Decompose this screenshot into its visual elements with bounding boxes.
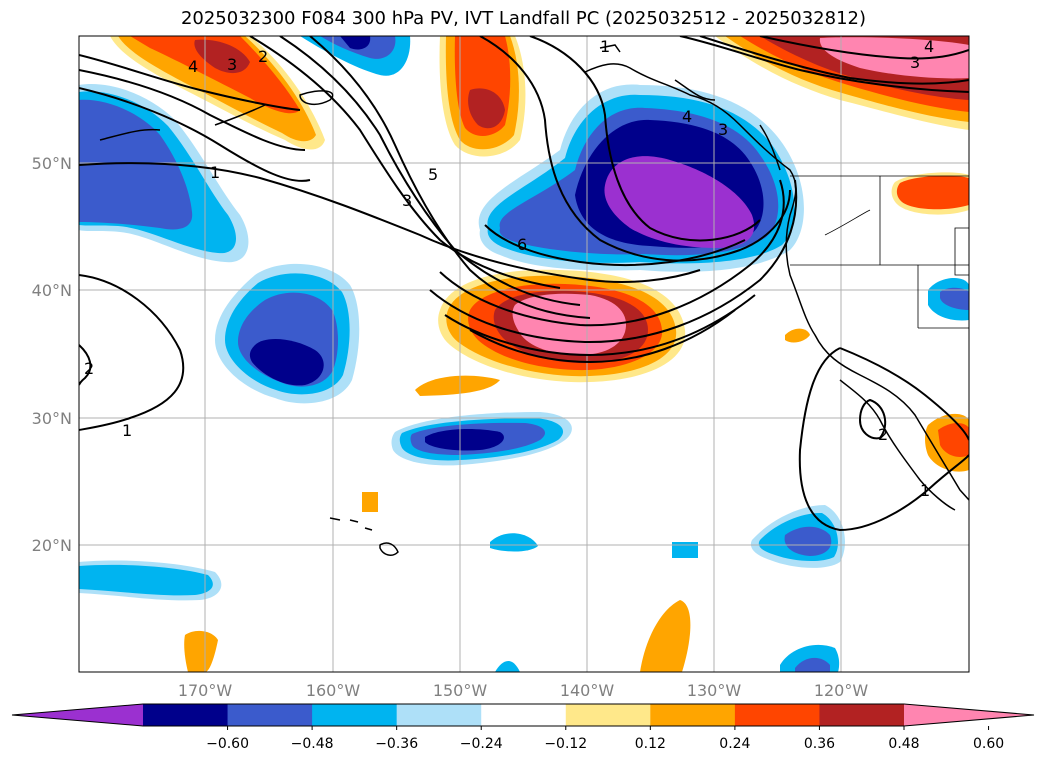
positive-pv-region-central <box>415 269 686 396</box>
contour-label: 1 <box>210 163 220 182</box>
contour-label: 3 <box>718 120 728 139</box>
colorbar-tick-label: −0.12 <box>544 736 587 752</box>
lon-label: 150°W <box>433 681 488 700</box>
pv-contours <box>79 36 969 532</box>
colorbar-segment <box>481 704 567 726</box>
lon-label: 170°W <box>178 681 233 700</box>
negative-pv-region-midpacific <box>215 263 360 404</box>
positive-pv-patch <box>896 175 969 210</box>
negative-pv-patch <box>495 661 520 672</box>
colorbar-tick-label: 0.60 <box>973 736 1004 752</box>
colorbar-segment <box>734 704 820 726</box>
map-frame <box>78 35 970 673</box>
positive-pv-patch <box>785 328 810 343</box>
contour-label: 1 <box>920 481 930 500</box>
latitude-labels: 50°N 40°N 30°N 20°N <box>32 154 72 555</box>
colorbar: −0.60 −0.48 −0.36 −0.24 −0.12 0.12 0.24 0.36 0.4… <box>11 703 1035 752</box>
contour-label: 1 <box>600 37 610 56</box>
colorbar-extend-low <box>12 704 143 726</box>
colorbar-tick-label: 0.48 <box>888 736 919 752</box>
colorbar-segment <box>227 704 313 726</box>
lat-label: 50°N <box>32 154 72 173</box>
colorbar-segment <box>565 704 651 726</box>
lat-label: 30°N <box>32 409 72 428</box>
coastlines <box>99 44 969 556</box>
positive-pv-patch <box>362 492 378 512</box>
contour-label: 2 <box>84 359 94 378</box>
negative-pv-region-west <box>79 84 249 263</box>
contour-label: 2 <box>878 425 888 444</box>
colorbar-extend-high <box>904 704 1034 726</box>
negative-pv-region-south <box>391 412 572 466</box>
lat-label: 20°N <box>32 536 72 555</box>
colorbar-segment <box>650 704 736 726</box>
colorbar-segment <box>396 704 482 726</box>
contour-label: 3 <box>402 191 412 210</box>
negative-pv-patch <box>672 542 698 558</box>
colorbar-tick-label: −0.36 <box>375 736 418 752</box>
figure-title: 2025032300 F084 300 hPa PV, IVT Landfall… <box>180 8 867 29</box>
lon-label: 130°W <box>687 681 742 700</box>
contour-label: 6 <box>517 235 527 254</box>
negative-pv-patch <box>940 287 969 310</box>
lon-label: 140°W <box>560 681 615 700</box>
contour-label: 5 <box>428 165 438 184</box>
positive-pv-region-gulf <box>439 36 526 157</box>
colorbar-outline <box>11 703 1035 727</box>
negative-pv-region-northeast <box>478 84 804 272</box>
colorbar-tick-label: −0.48 <box>291 736 334 752</box>
colorbar-tick-label: −0.24 <box>460 736 503 752</box>
contour-labels: 4 3 2 1 5 3 6 4 3 1 2 1 2 1 4 3 <box>84 37 934 500</box>
colorbar-segment <box>819 704 905 726</box>
political-borders <box>790 175 969 329</box>
colorbar-tick-label: 0.36 <box>804 736 835 752</box>
colorbar-segment <box>143 704 229 726</box>
colorbar-tick-label: 0.24 <box>719 736 750 752</box>
lon-label: 120°W <box>814 681 869 700</box>
longitude-labels: 170°W 160°W 150°W 140°W 130°W 120°W <box>178 681 869 700</box>
lat-label: 40°N <box>32 281 72 300</box>
contour-label: 3 <box>910 53 920 72</box>
negative-pv-patch <box>490 533 538 552</box>
contour-label: 4 <box>924 37 934 56</box>
positive-pv-region-northwest <box>110 36 325 150</box>
negative-pv-region-southwest <box>79 560 222 601</box>
colorbar-tick-label: −0.60 <box>206 736 249 752</box>
positive-pv-patch <box>640 600 691 672</box>
negative-pv-patch <box>795 657 830 672</box>
contour-label: 4 <box>682 107 692 126</box>
negative-pv-region-subtropical-east <box>750 505 845 568</box>
colorbar-segment <box>312 704 398 726</box>
contour-label: 2 <box>258 47 268 66</box>
colorbar-tick-label: 0.12 <box>635 736 666 752</box>
map-content: 4 3 2 1 5 3 6 4 3 1 2 1 2 1 4 3 <box>79 36 969 672</box>
positive-pv-patch <box>184 630 218 672</box>
lon-label: 160°W <box>306 681 361 700</box>
negative-pv-patch <box>340 36 371 50</box>
contour-label: 1 <box>122 421 132 440</box>
positive-pv-patch <box>938 423 969 457</box>
contour-label: 3 <box>227 55 237 74</box>
contour-label: 4 <box>188 57 198 76</box>
